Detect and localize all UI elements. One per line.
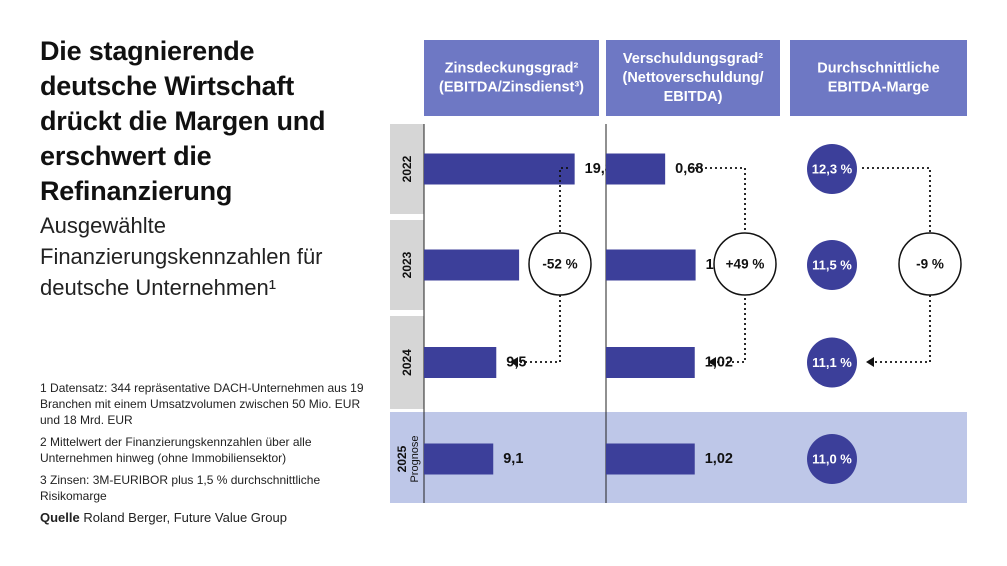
column-header-text: EBITDA): [664, 89, 723, 105]
column-header-text: (Nettoverschuldung/: [623, 70, 764, 86]
footnote-number: 2: [40, 435, 47, 449]
footnotes: 1 Datensatz: 344 repräsentative DACH-Unt…: [40, 380, 370, 526]
bar-value-label: 1,02: [705, 451, 733, 467]
column-header-text: (EBITDA/Zinsdienst³): [439, 80, 584, 96]
year-label: 2023: [400, 251, 414, 278]
footnote-number: 1: [40, 381, 47, 395]
bar: [424, 249, 520, 281]
column-header-box: [790, 40, 967, 116]
change-value-label-ebitda-margin: -9 %: [916, 257, 944, 272]
column-header-text: EBITDA-Marge: [828, 80, 930, 96]
column-header-box: [424, 40, 599, 116]
margin-value-label: 11,1 %: [812, 355, 852, 370]
margin-value-label: 12,3 %: [812, 162, 853, 177]
year-label: 2022: [400, 155, 414, 182]
change-arrow-interest-coverage: [510, 357, 518, 367]
column-header-box: [606, 40, 780, 116]
footnote-text: Mittelwert der Finanzierungskennzahlen ü…: [40, 435, 312, 465]
column-header-text: Verschuldungsgrad²: [623, 51, 763, 67]
column-header-text: Durchschnittliche: [817, 61, 939, 77]
margin-circle: [807, 144, 857, 194]
bar-value-label: 19,8: [585, 161, 613, 177]
change-circle-leverage: [713, 232, 777, 296]
year-sublabel: Prognose: [409, 435, 421, 482]
change-circle-ebitda-margin: [898, 232, 962, 296]
year-label-box: [390, 316, 424, 409]
bar: [424, 443, 494, 475]
footnote-text: Zinsen: 3M-EURIBOR plus 1,5 % durchschni…: [40, 473, 321, 503]
year-label-box: [390, 220, 424, 310]
bar-value-label: 0,68: [675, 161, 703, 177]
margin-circle: [807, 337, 857, 388]
footnote-1: 1 Datensatz: 344 repräsentative DACH-Unt…: [40, 380, 370, 428]
change-circle-interest-coverage: [528, 232, 592, 296]
year-label: 2024: [400, 349, 414, 376]
bar: [606, 443, 695, 475]
footnote-number: 3: [40, 473, 47, 487]
page-subtitle: Ausgewählte Finanzierungskennzahlen für …: [40, 213, 323, 300]
source-line: Quelle Roland Berger, Future Value Group: [40, 510, 370, 526]
source-label: Quelle: [40, 510, 80, 525]
bar: [424, 153, 575, 185]
year-label-box: [390, 124, 424, 214]
change-arrow-leverage: [708, 357, 716, 367]
change-arrow-ebitda-margin: [866, 357, 874, 367]
margin-value-label: 11,0 %: [812, 452, 852, 467]
bar: [606, 153, 666, 185]
margin-value-label: 11,5 %: [812, 258, 852, 273]
bar: [424, 347, 497, 378]
margin-circle: [807, 240, 857, 290]
column-header-text: Zinsdeckungsgrad²: [445, 61, 579, 77]
change-value-label-interest-coverage: -52 %: [542, 257, 577, 272]
bar-value-label: 9,1: [503, 451, 523, 467]
footnote-2: 2 Mittelwert der Finanzierungskennzahlen…: [40, 434, 370, 466]
margin-circle: [807, 434, 857, 484]
source-text: Roland Berger, Future Value Group: [83, 510, 287, 525]
footnote-text: Datensatz: 344 repräsentative DACH-Unter…: [40, 381, 364, 427]
change-value-label-leverage: +49 %: [726, 257, 765, 272]
bar: [606, 347, 695, 378]
year-label: 2025: [395, 445, 409, 472]
bar: [606, 249, 696, 281]
page-title: Die stagnierende deutsche Wirtschaft drü…: [40, 36, 326, 206]
footnote-3: 3 Zinsen: 3M-EURIBOR plus 1,5 % durchsch…: [40, 472, 370, 504]
